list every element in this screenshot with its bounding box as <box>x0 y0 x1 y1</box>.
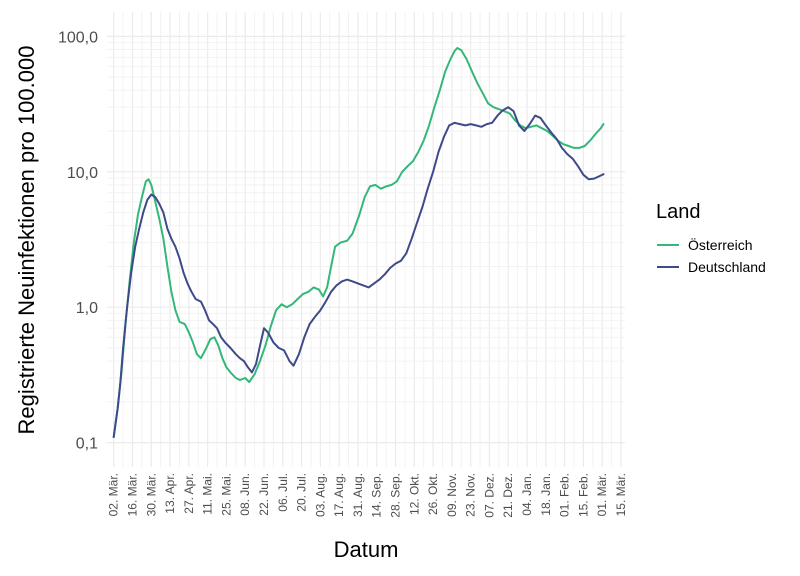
x-tick-label: 31. Aug. <box>351 473 365 517</box>
x-tick-label: 21. Dez. <box>501 473 515 518</box>
series-line-deutschland <box>112 106 605 438</box>
x-tick-label: 25. Mai. <box>219 473 233 516</box>
x-tick-label: 20. Jul. <box>295 473 309 512</box>
grid <box>107 12 625 467</box>
x-tick-label: 06. Jul. <box>276 473 290 512</box>
x-tick-label: 07. Dez. <box>482 473 496 518</box>
x-tick-label: 15. Feb. <box>576 473 590 517</box>
series-line-oesterreich <box>112 47 605 438</box>
x-axis-ticks: 02. Mär. 16. Mär. 30. Mär. 13. Apr. 27. Apr.… <box>107 473 628 518</box>
x-tick-label: 09. Nov. <box>445 473 459 517</box>
x-tick-label: 27. Apr. <box>182 473 196 514</box>
legend-label-oesterreich: Österreich <box>688 236 753 253</box>
x-tick-label: 04. Jan. <box>520 473 534 516</box>
y-tick-label: 1,0 <box>76 300 98 317</box>
x-tick-label: 08. Jun. <box>238 473 252 516</box>
y-axis-title: Registrierte Neuinfektionen pro 100.000 <box>14 46 39 435</box>
y-tick-label: 0,1 <box>76 436 98 453</box>
series-layer <box>112 47 605 438</box>
x-tick-label: 02. Mär. <box>107 473 121 516</box>
x-tick-label: 14. Sep. <box>370 473 384 518</box>
x-tick-label: 01. Mär. <box>595 473 609 516</box>
x-tick-label: 30. Mär. <box>144 473 158 516</box>
y-axis-ticks: 0,1 1,0 10,0 100,0 <box>58 29 98 452</box>
x-tick-label: 28. Sep. <box>389 473 403 518</box>
x-tick-label: 01. Feb. <box>558 473 572 517</box>
x-tick-label: 16. Mär. <box>125 473 139 516</box>
legend-label-deutschland: Deutschland <box>688 259 766 275</box>
x-axis-title: Datum <box>334 537 399 562</box>
y-tick-label: 10,0 <box>67 165 98 182</box>
x-tick-label: 15. Mär. <box>614 473 628 516</box>
x-tick-label: 13. Apr. <box>163 473 177 514</box>
x-tick-label: 18. Jan. <box>539 473 553 516</box>
x-tick-label: 23. Nov. <box>464 473 478 517</box>
x-tick-label: 26. Okt. <box>426 473 440 515</box>
x-tick-label: 22. Jun. <box>257 473 271 516</box>
x-tick-label: 12. Okt. <box>407 473 421 515</box>
y-tick-label: 100,0 <box>58 29 98 46</box>
x-tick-label: 03. Aug. <box>313 473 327 517</box>
x-tick-label: 17. Aug. <box>332 473 346 517</box>
legend-title: Land <box>656 201 701 223</box>
x-tick-label: 11. Mai. <box>201 473 215 515</box>
legend: Land Österreich Deutschland <box>656 201 766 275</box>
